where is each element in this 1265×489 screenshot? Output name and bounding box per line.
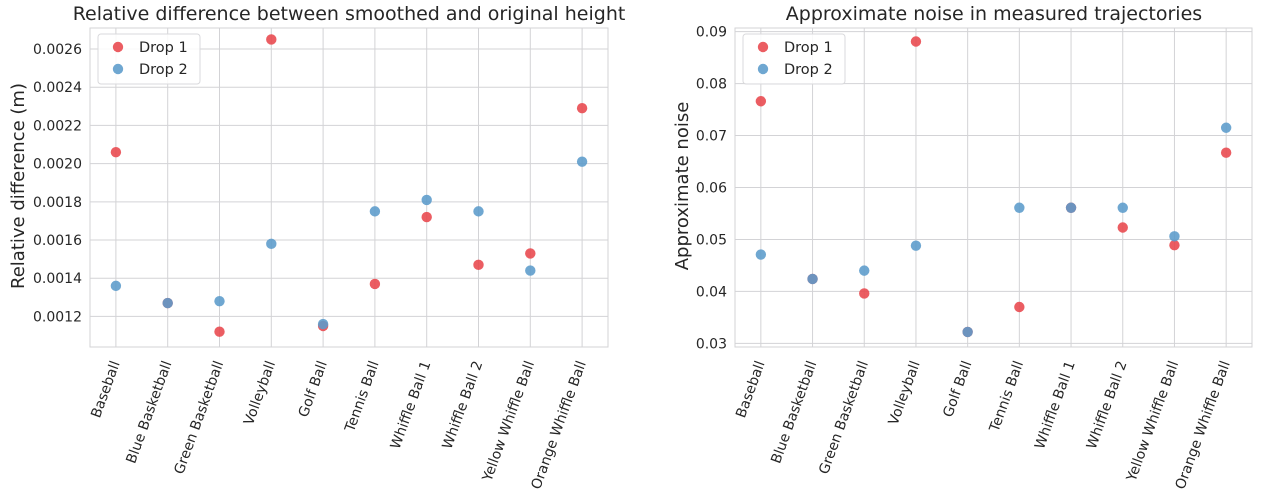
data-point <box>576 156 588 167</box>
y-tick-label: 0.09 <box>696 25 727 41</box>
data-point <box>859 288 870 299</box>
data-point <box>1220 147 1232 158</box>
x-tick-label: Volleyball <box>886 359 924 427</box>
legend-marker <box>757 63 769 75</box>
data-point <box>266 34 277 45</box>
data-point <box>1014 202 1025 213</box>
x-tick-label: Blue Basketball <box>768 359 820 466</box>
data-point <box>1117 222 1128 233</box>
x-tick-label: Baseball <box>733 359 768 420</box>
y-tick-label: 0.0024 <box>33 80 82 96</box>
legend-label: Drop 2 <box>139 62 188 78</box>
x-tick-label: Yellow Whiffle Ball <box>1123 359 1182 484</box>
data-point <box>525 248 536 259</box>
x-tick-label: Orange Whiffle Ball <box>1173 359 1234 489</box>
y-tick-label: 0.05 <box>696 232 727 248</box>
x-tick-label: Green Basketball <box>171 359 227 477</box>
data-point <box>214 295 225 307</box>
x-tick-label: Baseball <box>88 359 123 420</box>
y-tick-label: 0.0026 <box>33 42 82 58</box>
legend-marker <box>112 41 124 53</box>
chart-panel-left: Relative difference between smoothed and… <box>8 3 625 489</box>
y-axis-label: Approximate noise <box>672 102 693 271</box>
x-tick-label: Blue Basketball <box>124 359 176 466</box>
chart-title: Approximate noise in measured trajectori… <box>786 3 1202 25</box>
y-tick-label: 0.0014 <box>33 271 82 287</box>
data-point <box>910 36 922 47</box>
data-point <box>1220 122 1232 133</box>
y-tick-label: 0.04 <box>696 284 727 300</box>
x-tick-label: Tennis Ball <box>342 359 383 435</box>
data-point <box>369 206 381 217</box>
x-tick-label: Golf Ball <box>940 359 975 420</box>
x-tick-label: Yellow Whiffle Ball <box>479 359 538 484</box>
legend-marker <box>112 63 124 75</box>
data-point <box>910 240 922 251</box>
data-point <box>1169 239 1180 251</box>
data-point <box>1065 202 1077 213</box>
x-tick-label: Volleyball <box>241 359 279 427</box>
data-point <box>576 103 588 114</box>
y-tick-label: 0.0012 <box>33 309 82 325</box>
data-point <box>421 211 432 223</box>
y-axis-label: Relative difference (m) <box>8 83 29 289</box>
data-point <box>1014 301 1025 313</box>
plot-frame <box>734 27 1253 348</box>
x-tick-label: Whiffle Ball 1 <box>388 359 435 451</box>
x-tick-label: Orange Whiffle Ball <box>529 359 590 489</box>
x-tick-label: Whiffle Ball 2 <box>1084 359 1131 451</box>
legend-box <box>97 33 201 85</box>
data-point <box>317 318 329 330</box>
x-tick-label: Green Basketball <box>816 359 872 477</box>
y-tick-label: 0.0020 <box>33 157 82 173</box>
chart-panel-right: Approximate noise in measured trajectori… <box>672 3 1253 489</box>
data-point <box>266 238 277 250</box>
legend-box <box>742 33 846 85</box>
data-point <box>1117 202 1128 213</box>
data-point <box>162 297 173 309</box>
legend-marker <box>757 41 769 53</box>
series-drop-2 <box>110 156 588 330</box>
gridlines <box>735 28 1252 347</box>
data-point <box>962 326 973 338</box>
data-point <box>1169 231 1180 242</box>
data-point <box>755 249 767 260</box>
data-point <box>110 280 122 292</box>
data-point <box>473 259 484 271</box>
x-tick-label: Tennis Ball <box>986 359 1027 435</box>
data-point <box>807 273 818 285</box>
x-tick-label: Whiffle Ball 2 <box>440 359 487 451</box>
data-point <box>421 194 432 206</box>
chart-title: Relative difference between smoothed and… <box>73 3 626 25</box>
data-point <box>755 96 767 107</box>
data-point <box>110 146 122 158</box>
data-point <box>473 206 484 217</box>
data-point <box>214 326 225 337</box>
legend-label: Drop 1 <box>784 40 833 56</box>
series-drop-2 <box>755 122 1232 338</box>
legend-label: Drop 2 <box>784 62 833 78</box>
y-tick-label: 0.0016 <box>33 233 82 249</box>
legend: Drop 1 Drop 2 <box>97 33 201 85</box>
plot-frame <box>89 27 609 348</box>
y-tick-label: 0.08 <box>696 77 727 93</box>
data-point <box>859 265 870 276</box>
x-tick-label: Golf Ball <box>296 359 331 420</box>
y-tick-label: 0.03 <box>696 336 727 352</box>
x-tick-label: Whiffle Ball 1 <box>1032 359 1079 451</box>
y-tick-label: 0.0022 <box>33 118 82 134</box>
y-tick-label: 0.07 <box>696 129 727 145</box>
legend: Drop 1 Drop 2 <box>742 33 846 85</box>
y-tick-label: 0.06 <box>696 181 727 197</box>
legend-label: Drop 1 <box>139 40 188 56</box>
y-tick-label: 0.0018 <box>33 195 82 211</box>
data-point <box>369 278 381 290</box>
data-point <box>525 265 536 276</box>
